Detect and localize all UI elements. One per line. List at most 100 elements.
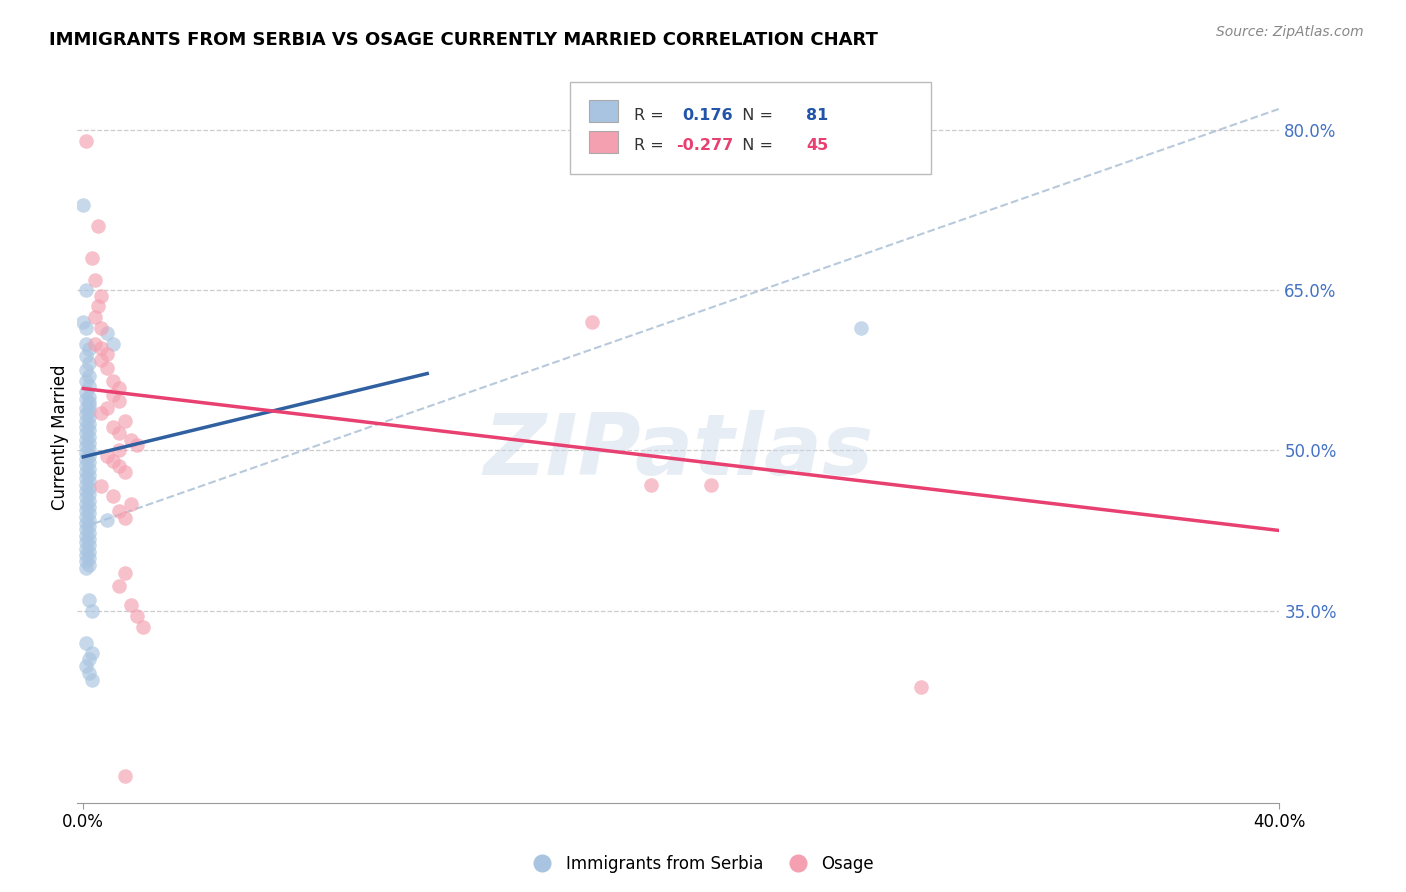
Point [75,535,97,549]
Text: N =: N = [733,138,779,153]
Point [87,219,110,234]
Point [75,320,97,334]
Point [120,433,142,447]
Point [79,593,101,607]
Point [79,481,101,495]
Point [72,198,94,212]
Point [910,681,932,695]
Point [75,134,97,148]
Point [75,491,97,505]
Point [79,493,101,508]
Point [75,483,97,498]
Point [79,423,101,437]
Point [108,579,131,593]
Point [96,513,118,527]
Point [75,283,97,297]
Text: R =: R = [634,138,669,153]
Point [103,420,125,434]
Point [75,497,97,511]
Point [79,342,101,356]
Text: 45: 45 [806,138,828,153]
Point [79,507,101,521]
Point [108,382,131,396]
Point [79,390,101,404]
Point [79,539,101,553]
Point [75,458,97,473]
Point [700,477,723,491]
Point [82,251,104,265]
Point [108,443,131,458]
Point [114,465,136,479]
Point [75,363,97,377]
Point [79,368,101,383]
Point [640,477,662,491]
Point [90,406,112,420]
Point [75,509,97,524]
Point [120,599,142,613]
Point [75,401,97,415]
FancyBboxPatch shape [589,131,619,153]
Point [75,420,97,434]
Point [96,347,118,361]
Point [79,467,101,482]
Point [581,315,603,329]
Point [75,413,97,427]
Point [75,439,97,453]
Point [114,566,136,581]
Text: IMMIGRANTS FROM SERBIA VS OSAGE CURRENTLY MARRIED CORRELATION CHART: IMMIGRANTS FROM SERBIA VS OSAGE CURRENTL… [49,31,879,49]
Point [90,320,112,334]
Point [79,455,101,469]
Y-axis label: Currently Married: Currently Married [51,364,69,510]
Point [108,426,131,441]
Point [75,433,97,447]
Text: Source: ZipAtlas.com: Source: ZipAtlas.com [1216,25,1364,39]
Point [79,379,101,393]
Point [79,475,101,489]
Point [84,336,107,351]
Point [75,374,97,388]
Point [79,519,101,533]
Point [82,604,104,618]
Point [79,442,101,457]
Point [75,635,97,649]
Point [75,392,97,407]
Point [87,299,110,313]
Point [849,320,872,334]
Point [75,465,97,479]
Point [79,399,101,413]
Point [79,513,101,527]
Point [79,449,101,463]
Point [75,445,97,459]
Legend: Immigrants from Serbia, Osage: Immigrants from Serbia, Osage [526,848,880,880]
Point [79,356,101,370]
Point [75,554,97,568]
Point [75,541,97,556]
Text: R =: R = [634,108,669,123]
Point [75,426,97,441]
Text: -0.277: -0.277 [676,138,734,153]
Point [79,525,101,540]
Point [120,497,142,511]
Point [75,548,97,562]
Point [75,471,97,485]
Point [90,352,112,367]
Point [96,401,118,415]
Point [79,500,101,514]
Point [75,561,97,575]
Text: ZIPatlas: ZIPatlas [484,410,873,493]
Text: N =: N = [733,108,779,123]
Point [79,665,101,680]
Point [75,529,97,543]
Point [96,449,118,463]
Point [75,452,97,467]
Point [103,388,125,402]
Point [90,341,112,355]
Point [75,516,97,530]
Point [127,438,149,452]
Point [75,477,97,491]
Point [79,417,101,431]
Point [96,361,118,376]
Point [79,558,101,572]
Point [79,532,101,546]
Point [114,769,136,783]
